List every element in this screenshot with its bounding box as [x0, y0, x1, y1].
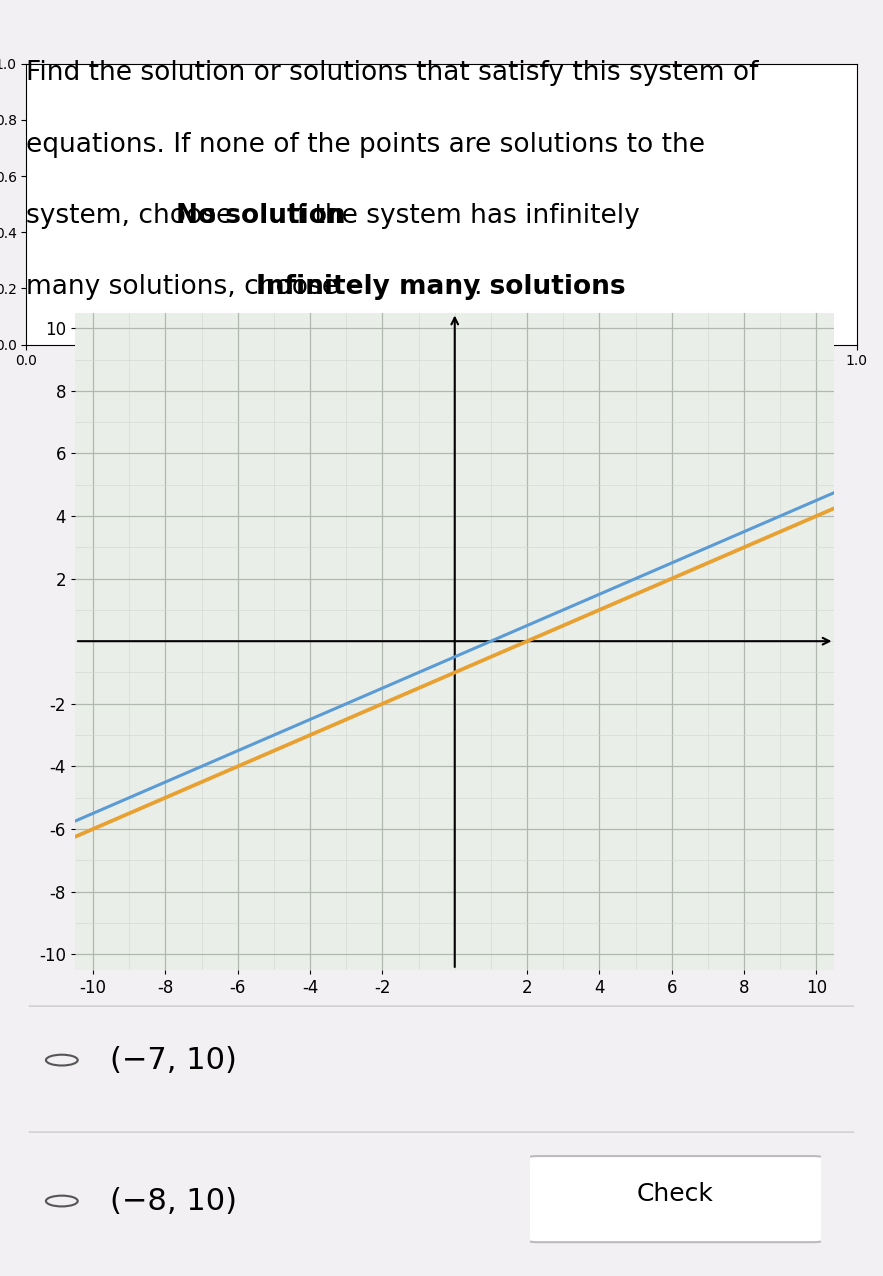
- Text: .: .: [473, 274, 482, 300]
- Text: . If the system has infinitely: . If the system has infinitely: [272, 203, 639, 228]
- Text: (−8, 10): (−8, 10): [110, 1187, 238, 1216]
- Text: equations. If none of the points are solutions to the: equations. If none of the points are sol…: [26, 131, 706, 157]
- Text: system, choose: system, choose: [26, 203, 241, 228]
- Text: (−7, 10): (−7, 10): [110, 1045, 238, 1074]
- Text: many solutions, choose: many solutions, choose: [26, 274, 347, 300]
- Text: Check: Check: [637, 1183, 714, 1206]
- Text: No solution: No solution: [176, 203, 345, 228]
- Text: Infinitely many solutions: Infinitely many solutions: [255, 274, 625, 300]
- FancyBboxPatch shape: [521, 1156, 830, 1243]
- Text: Find the solution or solutions that satisfy this system of: Find the solution or solutions that sati…: [26, 60, 759, 87]
